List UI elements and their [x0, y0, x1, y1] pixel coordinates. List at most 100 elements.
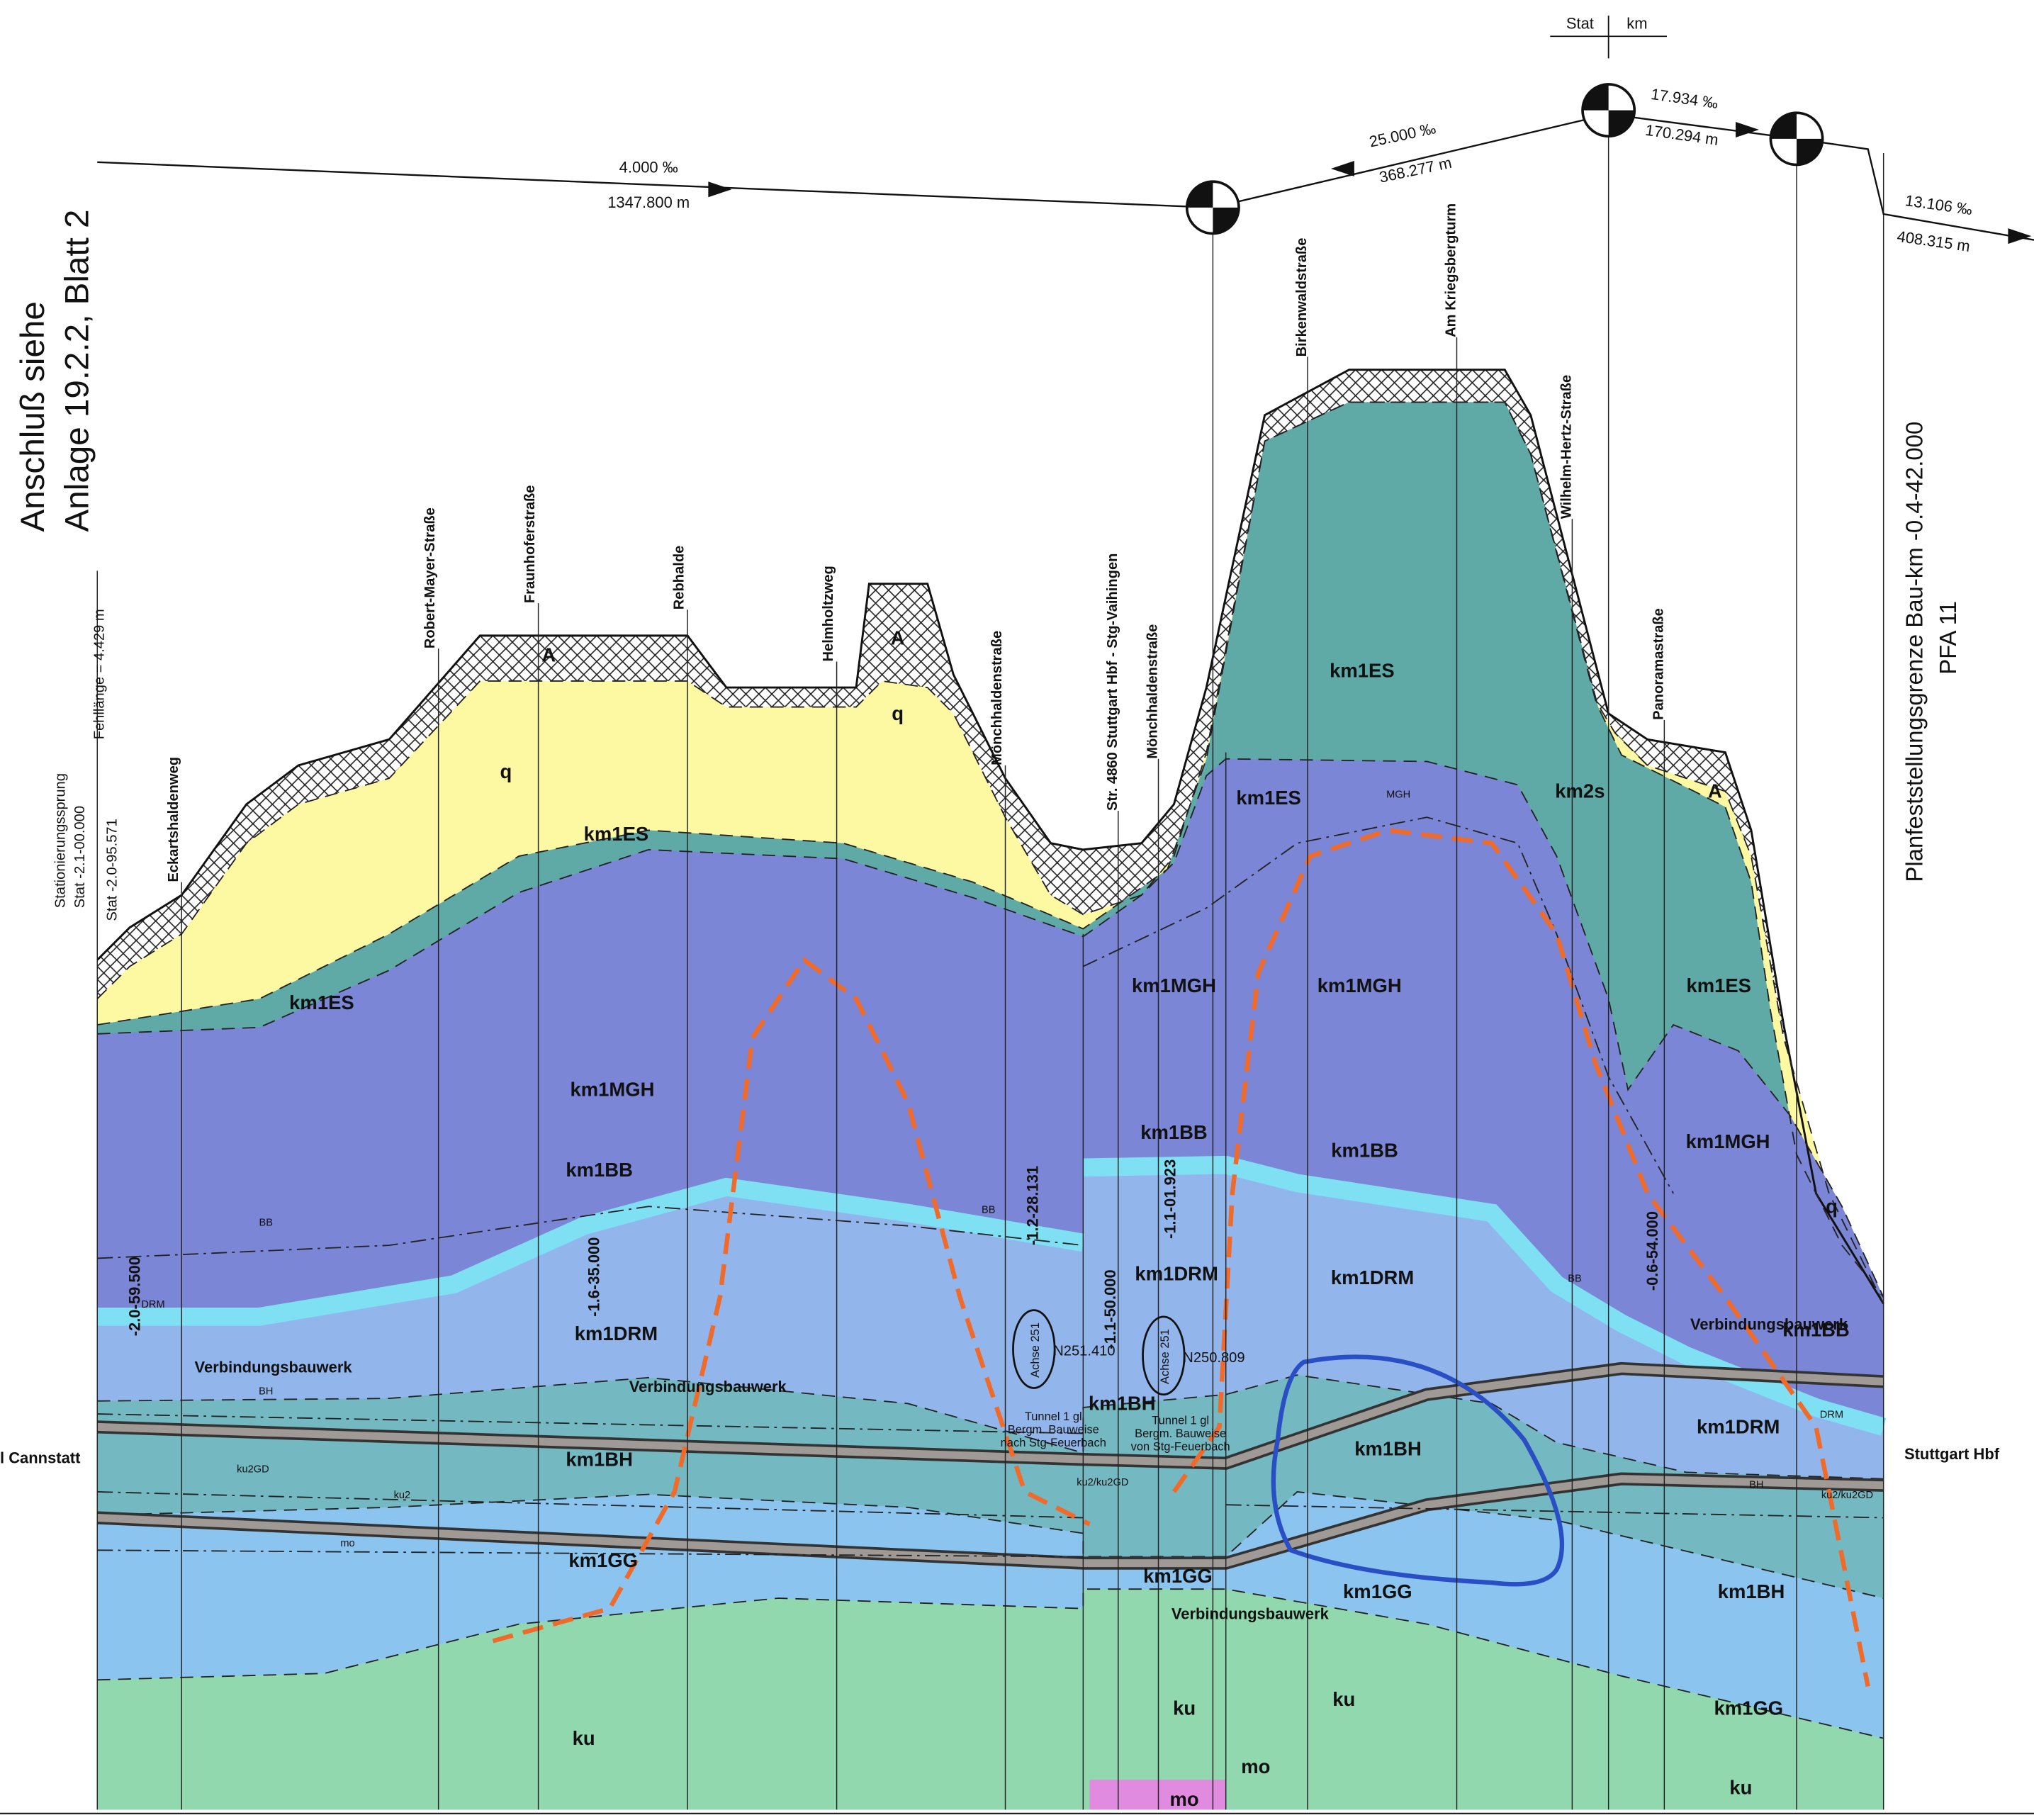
label: 13.106 ‰ [1904, 191, 1974, 218]
label: l Cannstatt [0, 1449, 81, 1467]
label: km1ES [584, 823, 649, 845]
label: Verbindungsbauwerk [1690, 1315, 1848, 1333]
label: Bergm. Bauweise [1135, 1427, 1226, 1440]
label: Anschluß siehe [14, 301, 52, 532]
label: ku2GD [237, 1464, 269, 1475]
label: DRM [141, 1299, 164, 1310]
label: q [500, 760, 512, 782]
ku-layer [97, 1589, 1884, 1810]
vertex-fill [1770, 113, 1823, 165]
layer-boundary [97, 758, 1884, 1298]
label: km1DRM [575, 1322, 658, 1344]
label: mo [340, 1538, 354, 1549]
label: Helmholtzweg [821, 566, 836, 661]
layers [97, 369, 1884, 1810]
label: q [1826, 1195, 1838, 1217]
label: Str. 4860 Stuttgart Hbf - Stg-Vaihingen [1105, 554, 1120, 811]
label: -1.6-35.000 [585, 1237, 603, 1317]
label: km1BB [1140, 1121, 1208, 1143]
label: km1BB [566, 1159, 633, 1181]
arrow [1330, 160, 1354, 176]
label: BB [982, 1204, 996, 1215]
lines [0, 15, 2034, 1814]
label: -1.2-28.131 [1023, 1166, 1041, 1245]
horizon [1082, 816, 1674, 1194]
label: 368.277 m [1378, 154, 1454, 186]
label: 4.000 ‰ [619, 158, 678, 176]
label: Verbindungsbauwerk [1171, 1605, 1330, 1622]
label: DRM [1820, 1410, 1843, 1421]
label: A [1708, 780, 1722, 802]
label: mo [1241, 1756, 1270, 1777]
label: km1GG [1343, 1580, 1412, 1602]
label: 1347.800 m [607, 193, 690, 211]
label: Eckartshaldenweg [166, 757, 181, 882]
label: BH [259, 1386, 273, 1398]
label: Stat [1566, 14, 1594, 32]
label: Bergm. Bauweise [1008, 1424, 1099, 1437]
horizon [97, 1491, 1084, 1519]
vertex-fill [1186, 181, 1239, 234]
label: Fraunhoferstraße [522, 485, 538, 603]
label: km1ES [289, 992, 354, 1013]
label: ku [1173, 1697, 1196, 1719]
label: Anlage 19.2.2, Blatt 2 [58, 209, 96, 532]
label: A [891, 627, 905, 649]
label: BB [1568, 1273, 1582, 1284]
label: Stationierungssprung [53, 773, 69, 908]
label: Mönchhaldenstraße [1145, 624, 1161, 759]
label: km1DRM [1135, 1263, 1218, 1285]
vertex-fill [1583, 84, 1635, 137]
label: -1.1-50.000 [1101, 1269, 1119, 1349]
label: -1.1-01.923 [1161, 1159, 1179, 1239]
arrow [708, 181, 732, 198]
label: Verbindungsbauwerk [195, 1359, 353, 1376]
tunnel [97, 1364, 1884, 1468]
axis-ellipse [1012, 1309, 1056, 1389]
label: PFA 11 [1935, 601, 1961, 675]
label: km1BH [1089, 1393, 1156, 1415]
label: Robert-Mayer-Straße [422, 507, 438, 648]
label: BB [259, 1218, 273, 1229]
label: km2s [1555, 780, 1605, 802]
layer-boundary [97, 1374, 1884, 1480]
label: N250.809 [1183, 1350, 1244, 1366]
label: MGH [1386, 790, 1410, 801]
label: km1MGH [570, 1079, 654, 1101]
label: km1BB [1782, 1318, 1850, 1340]
label: -2.0-59.500 [126, 1257, 144, 1336]
label: km1GG [1714, 1697, 1784, 1719]
blue-outline [1271, 1354, 1565, 1587]
orange-outline [492, 956, 1091, 1644]
label: ku2/ku2GD [1821, 1490, 1873, 1501]
horizon [97, 1206, 1084, 1259]
label: km1ES [1330, 659, 1395, 681]
label: km1BH [566, 1448, 633, 1470]
arrow [2008, 228, 2032, 245]
label: Stat -2.0-95.571 [105, 819, 120, 921]
label: Verbindungsbauwerk [629, 1378, 787, 1395]
label: Stuttgart Hbf [1904, 1445, 2000, 1463]
label: km1DRM [1331, 1266, 1414, 1288]
label: Am Kriegsbergturm [1444, 203, 1459, 337]
layer-boundary [97, 401, 1884, 1298]
label: km1BH [1354, 1438, 1422, 1460]
label: Fehllänge = 4.429 m [91, 609, 107, 739]
label: N251.410 [1053, 1344, 1115, 1359]
label: ku2 [394, 1490, 411, 1501]
label: km1MGH [1686, 1130, 1770, 1152]
label: nach Stg-Feuerbach [1001, 1437, 1106, 1449]
label: mo [1170, 1788, 1199, 1810]
layer-boundary [96, 401, 1884, 1304]
label: km1ES [1686, 974, 1751, 996]
label: A [541, 644, 556, 665]
bb-band [97, 1177, 1085, 1326]
label: km1BH [1718, 1580, 1785, 1602]
label: km1MGH [1317, 974, 1402, 996]
label: Achse 251 [1029, 1322, 1042, 1378]
axis-ellipse [1142, 1315, 1186, 1396]
label: Tunnel 1 gl [1025, 1410, 1082, 1423]
label: von Stg-Feuerbach [1131, 1440, 1230, 1453]
bb-band [1083, 1155, 1887, 1436]
label: q [892, 702, 904, 724]
